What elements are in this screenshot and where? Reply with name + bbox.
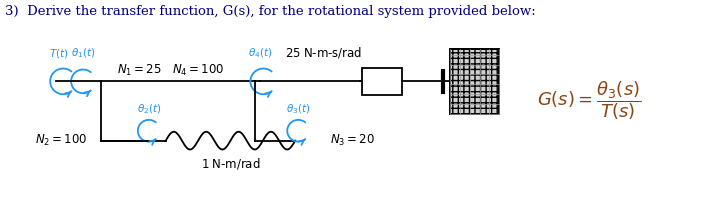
- Text: $T(t)$: $T(t)$: [49, 47, 69, 60]
- Text: $\theta_1(t)$: $\theta_1(t)$: [71, 46, 96, 60]
- Text: $\theta_3(t)$: $\theta_3(t)$: [286, 102, 310, 116]
- Text: $N_1 = 25 \quad N_4 = 100$: $N_1 = 25 \quad N_4 = 100$: [117, 63, 225, 78]
- Text: $\theta_2(t)$: $\theta_2(t)$: [137, 102, 161, 116]
- Text: $1 \; \mathrm{N{\text{-}}m/rad}$: $1 \; \mathrm{N{\text{-}}m/rad}$: [201, 156, 260, 171]
- Text: $\theta_4(t)$: $\theta_4(t)$: [248, 46, 272, 60]
- Text: $G(s) = \dfrac{\theta_3(s)}{T(s)}$: $G(s) = \dfrac{\theta_3(s)}{T(s)}$: [537, 80, 641, 122]
- Text: $25 \; \mathrm{N{\text{-}}m{\text{-}}s/rad}$: $25 \; \mathrm{N{\text{-}}m{\text{-}}s/r…: [285, 45, 363, 60]
- Text: 3)  Derive the transfer function, G(s), for the rotational system provided below: 3) Derive the transfer function, G(s), f…: [6, 5, 536, 18]
- Bar: [450, 49, 499, 114]
- Text: $N_3 = 20$: $N_3 = 20$: [330, 133, 375, 148]
- Bar: [450, 49, 499, 114]
- Text: $N_2 = 100$: $N_2 = 100$: [35, 133, 87, 148]
- Bar: [362, 68, 402, 95]
